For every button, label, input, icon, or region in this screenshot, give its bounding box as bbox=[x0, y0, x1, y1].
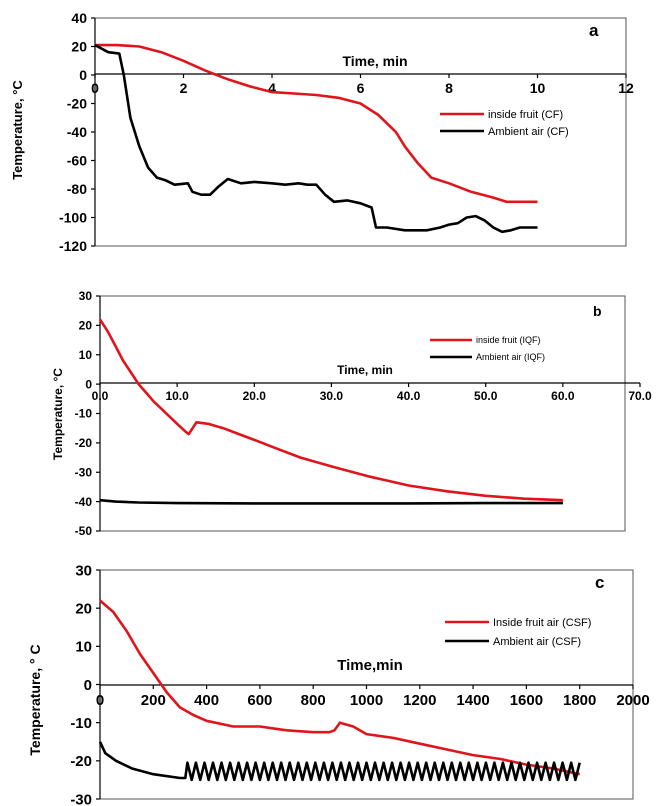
y-tick-label: -40 bbox=[67, 124, 87, 140]
x-tick-label: 6 bbox=[357, 80, 365, 96]
y-tick-label: -10 bbox=[75, 407, 93, 421]
x-axis-title: Time, min bbox=[337, 363, 393, 377]
panel-letter: c bbox=[595, 573, 604, 592]
panel-letter: b bbox=[593, 303, 602, 319]
x-tick-label: 20.0 bbox=[243, 389, 267, 403]
x-tick-label: 10 bbox=[530, 80, 546, 96]
x-tick-label: 50.0 bbox=[474, 389, 498, 403]
legend-label: Ambient air (CSF) bbox=[493, 636, 581, 648]
y-tick-label: -10 bbox=[70, 715, 92, 732]
y-tick-label: 20 bbox=[79, 319, 93, 333]
y-tick-label: 30 bbox=[75, 562, 92, 579]
panel-letter: a bbox=[589, 21, 599, 40]
y-axis-title: Temperature, °C bbox=[10, 80, 25, 180]
x-tick-label: 4 bbox=[268, 80, 276, 96]
y-tick-label: -20 bbox=[75, 436, 93, 450]
legend-label: inside fruit (IQF) bbox=[476, 335, 541, 345]
y-tick-label: 0 bbox=[84, 677, 92, 694]
y-tick-label: -50 bbox=[75, 524, 93, 538]
x-tick-label: 400 bbox=[194, 692, 219, 709]
series-line-ambient-air bbox=[94, 43, 538, 234]
series-line-inside-fruit bbox=[98, 318, 563, 502]
series-line-ambient-air bbox=[98, 741, 581, 782]
legend-label: Ambient air (IQF) bbox=[476, 352, 545, 362]
y-tick-label: -30 bbox=[75, 465, 93, 479]
plot-frame bbox=[99, 295, 626, 532]
y-tick-label: -60 bbox=[67, 152, 87, 168]
x-tick-label: 0 bbox=[91, 80, 99, 96]
y-axis-title: Temperature, °C bbox=[51, 368, 65, 460]
x-tick-label: 8 bbox=[445, 80, 453, 96]
x-axis-title: Time, min bbox=[342, 53, 407, 69]
y-tick-label: 40 bbox=[71, 10, 87, 26]
x-axis-title: Time,min bbox=[337, 657, 403, 674]
y-tick-label: 0 bbox=[85, 377, 92, 391]
legend-label: inside fruit (CF) bbox=[488, 109, 563, 121]
x-tick-label: 40.0 bbox=[397, 389, 421, 403]
y-tick-label: -40 bbox=[75, 495, 93, 509]
x-tick-label: 1000 bbox=[350, 692, 383, 709]
x-tick-label: 60.0 bbox=[551, 389, 575, 403]
x-tick-label: 2 bbox=[180, 80, 188, 96]
y-tick-label: 10 bbox=[75, 639, 92, 656]
x-tick-label: 1200 bbox=[403, 692, 436, 709]
x-tick-label: 0.0 bbox=[92, 389, 109, 403]
x-tick-label: 1600 bbox=[510, 692, 543, 709]
x-tick-label: 1400 bbox=[456, 692, 489, 709]
series-line-inside-fruit bbox=[99, 599, 580, 776]
x-tick-label: 12 bbox=[618, 80, 634, 96]
y-axis-title: Temperature, ° C bbox=[27, 644, 43, 755]
x-tick-label: 600 bbox=[247, 692, 272, 709]
y-tick-label: -20 bbox=[70, 753, 92, 770]
series-line-inside-fruit bbox=[95, 43, 538, 204]
x-tick-label: 1800 bbox=[563, 692, 596, 709]
y-tick-label: 20 bbox=[71, 38, 87, 54]
x-tick-label: 10.0 bbox=[165, 389, 189, 403]
x-tick-label: 2000 bbox=[616, 692, 649, 709]
y-tick-label: -80 bbox=[67, 181, 87, 197]
x-tick-label: 30.0 bbox=[320, 389, 344, 403]
panel-b: 30 20 10 0 -10 -20 -30 -40 -50 0.0 10.0 20.0 30.0 40.… bbox=[51, 289, 652, 538]
y-tick-label: 20 bbox=[75, 600, 92, 617]
y-tick-label: -30 bbox=[70, 791, 92, 806]
legend-label: Ambient air (CF) bbox=[488, 126, 569, 138]
y-tick-label: 0 bbox=[79, 67, 87, 83]
y-tick-label: 30 bbox=[79, 289, 93, 303]
y-tick-label: -120 bbox=[59, 238, 87, 254]
legend-label: Inside fruit air (CSF) bbox=[493, 617, 591, 629]
series-line-ambient-air bbox=[99, 498, 563, 505]
x-tick-label: 800 bbox=[301, 692, 326, 709]
x-tick-label: 0 bbox=[96, 692, 104, 709]
y-tick-label: -100 bbox=[59, 209, 87, 225]
y-tick-label: 10 bbox=[79, 348, 93, 362]
y-tick-label: -20 bbox=[67, 95, 87, 111]
x-tick-label: 70.0 bbox=[628, 389, 652, 403]
x-tick-label: 200 bbox=[141, 692, 166, 709]
